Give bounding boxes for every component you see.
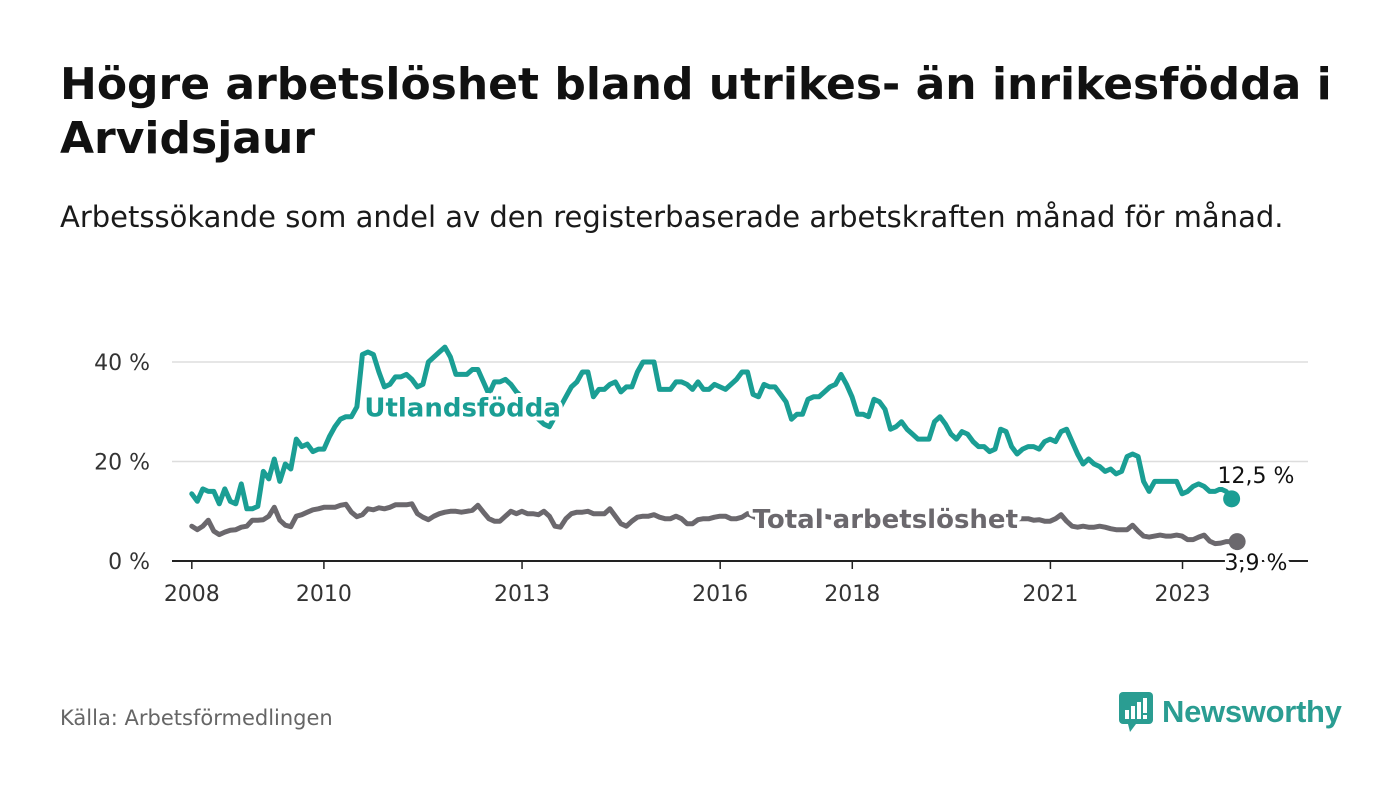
xtick-label-2023: 2023	[1155, 582, 1211, 607]
end-label-utlandsfodda-halo: 12,5 %	[1218, 464, 1295, 489]
xtick-label-2021: 2021	[1022, 582, 1078, 607]
line-chart: 0 %20 %40 %2008 2010 2013 2016 2018 2021 2023 …	[94, 344, 1308, 607]
series-label-total-halo: Total arbetslöshet	[753, 505, 1018, 535]
xtick-label-2016: 2016	[692, 582, 748, 607]
end-marker-1	[1228, 533, 1246, 551]
source-note: Källa: Arbetsförmedlingen	[60, 706, 333, 730]
ytick-label-0: 0 %	[108, 550, 150, 575]
series-layer	[189, 344, 1240, 547]
xtick-label-2010: 2010	[296, 582, 352, 607]
xtick-label-2018: 2018	[824, 582, 880, 607]
end-label-total: 3,9 %	[1225, 551, 1288, 576]
series-label-utlandsfodda: Utlandsfödda	[364, 394, 561, 424]
end-marker-0	[1223, 490, 1241, 508]
series-label-utlandsfodda-halo: Utlandsfödda	[364, 394, 561, 424]
end-label-utlandsfodda: 12,5 %	[1218, 464, 1295, 489]
newsworthy-logo-icon	[1119, 692, 1153, 732]
brand-name: Newsworthy	[1162, 694, 1342, 729]
ytick-label-20: 20 %	[94, 451, 150, 476]
brand-logo[interactable]: Newsworthy	[1118, 690, 1342, 734]
xtick-label-2008: 2008	[164, 582, 220, 607]
chart-subtitle: Arbetssökande som andel av den registerb…	[60, 200, 1284, 234]
series-line-1	[189, 501, 1240, 547]
end-label-total-halo: 3,9 %	[1225, 551, 1288, 576]
xtick-label-2013: 2013	[494, 582, 550, 607]
ytick-label-40: 40 %	[94, 351, 150, 376]
series-label-total: Total arbetslöshet	[753, 505, 1018, 535]
chart-title: Högre arbetslöshet bland utrikes- än inr…	[60, 59, 1332, 164]
grid-layer: 0 % 20 % 40 % 2008 2010 2013 2016 2018 2021 2023	[94, 351, 1308, 607]
series-line-0	[189, 344, 1235, 512]
